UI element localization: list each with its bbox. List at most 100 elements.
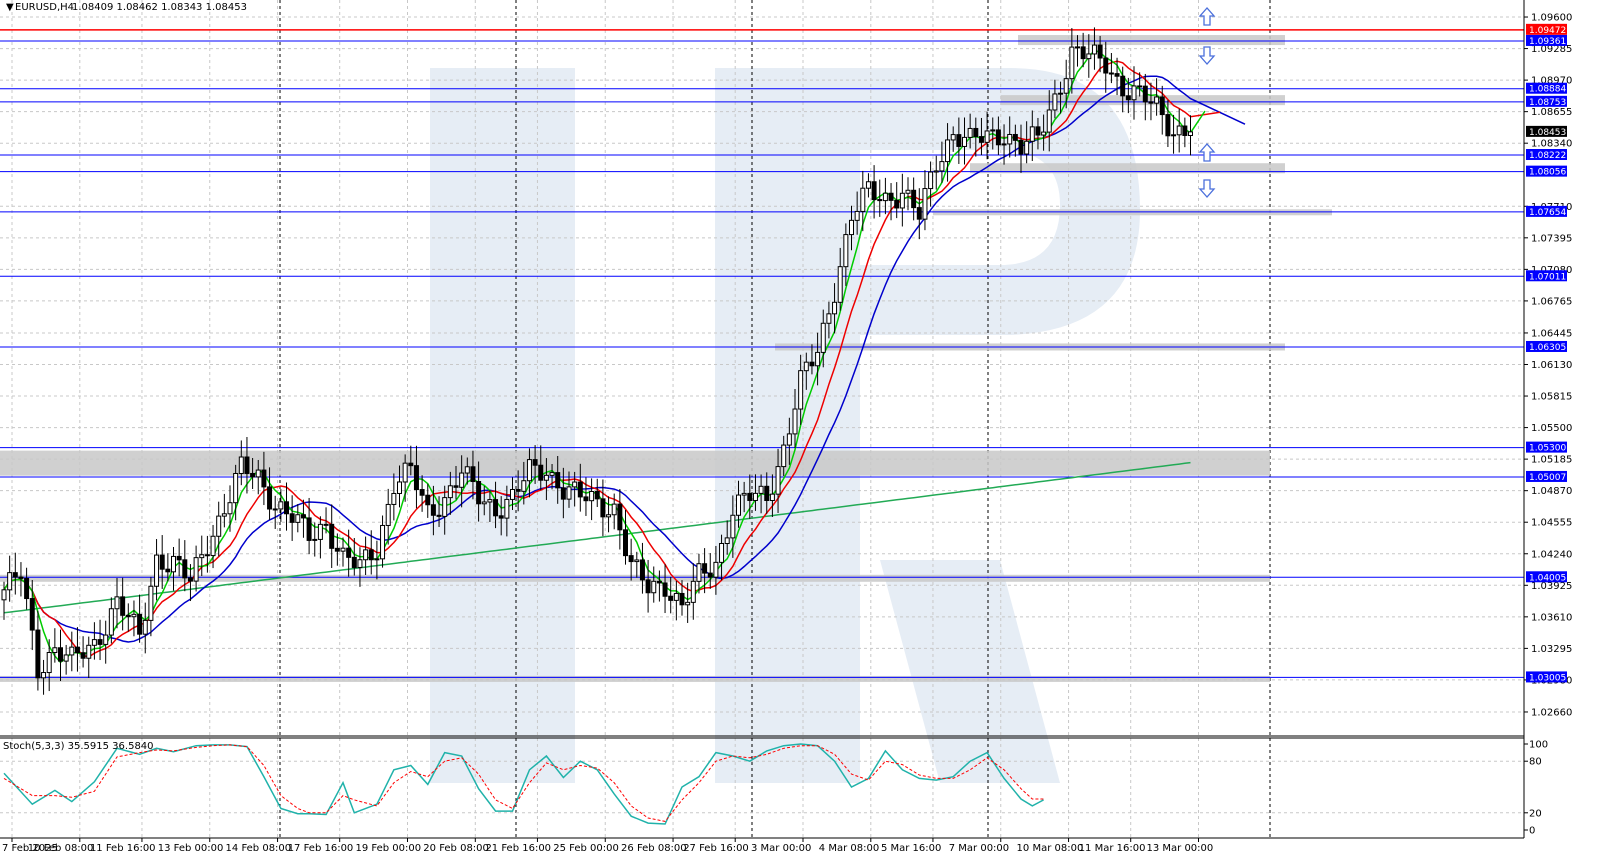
price-tick-label: 1.09285	[1531, 44, 1572, 55]
candle-bear	[97, 639, 103, 645]
candle-bull	[7, 572, 13, 591]
candle-bear	[978, 136, 984, 143]
time-tick-label: 19 Feb 00:00	[356, 843, 422, 854]
time-tick-label: 4 Mar 08:00	[819, 843, 879, 854]
candle-bear	[1165, 114, 1171, 137]
candle-bull	[690, 580, 696, 603]
candle-bull	[504, 498, 510, 519]
candle-bear	[493, 499, 499, 517]
time-tick-label: 7 Feb 2025	[2, 843, 58, 854]
candle-bull	[928, 171, 934, 190]
candle-bear	[515, 489, 521, 492]
candle-bear	[894, 199, 900, 209]
stoch-tick-label: 100	[1529, 740, 1548, 751]
price-level-label-bg	[1526, 340, 1567, 352]
candle-bull	[1046, 109, 1052, 133]
candle-bear	[707, 572, 713, 578]
arrow-up-icon	[1198, 143, 1216, 162]
candle-bear	[334, 547, 340, 552]
candle-bull	[46, 652, 52, 674]
candle-bear	[300, 514, 306, 519]
candle-bear	[668, 595, 674, 601]
candle-bear	[12, 572, 18, 578]
candle-bear	[871, 181, 877, 201]
price-tick-label: 1.07395	[1531, 233, 1572, 244]
candle-bull	[775, 466, 781, 495]
candle-bull	[41, 672, 47, 679]
candle-bull	[312, 538, 318, 541]
candle-bear	[1012, 133, 1018, 141]
candle-bull	[865, 181, 871, 189]
candle-bear	[1142, 85, 1148, 103]
price-tick-label: 1.04870	[1531, 486, 1572, 497]
candle-bear	[18, 576, 24, 579]
time-tick-label: 5 Mar 16:00	[881, 843, 941, 854]
candle-bull	[510, 489, 515, 500]
candle-bull	[459, 472, 465, 488]
candle-bear	[877, 199, 883, 202]
candle-bear	[80, 652, 86, 659]
candle-bull	[272, 508, 278, 511]
candle-bull	[967, 127, 973, 138]
candle-bear	[538, 464, 544, 481]
candle-bull	[990, 129, 996, 132]
candle-bull	[984, 130, 990, 143]
candle-bear	[583, 496, 589, 502]
price-tick-label: 1.09600	[1531, 13, 1572, 24]
candle-bull	[154, 554, 160, 587]
candle-bull	[741, 492, 747, 496]
candle-bull	[199, 554, 205, 559]
time-tick-label: 7 Mar 00:00	[949, 843, 1009, 854]
candle-bull	[1024, 140, 1030, 155]
symbol-label: EURUSD,H4	[15, 2, 74, 13]
stoch-signal-line	[3, 744, 1044, 822]
candle-bear	[120, 596, 126, 616]
price-axis[interactable]: 1.096001.092851.089701.086551.083401.077…	[1523, 0, 1572, 838]
price-tick-label: 1.05185	[1531, 455, 1572, 466]
candle-bear	[498, 515, 504, 519]
candle-bull	[148, 585, 154, 621]
price-level-label: 1.05300	[1529, 444, 1566, 454]
candle-bull	[815, 351, 821, 367]
time-tick-label: 3 Mar 00:00	[751, 843, 811, 854]
price-levels	[0, 29, 1524, 678]
candle-bull	[752, 492, 758, 501]
candle-bear	[430, 504, 436, 516]
price-level-label-bg	[1526, 671, 1567, 683]
price-tick-label: 1.06445	[1531, 328, 1572, 339]
candle-bear	[747, 492, 753, 501]
candle-bull	[487, 499, 493, 503]
candle-bull	[1052, 93, 1058, 111]
stoch-label: Stoch(5,3,3) 35.5915 36.5840	[3, 741, 154, 752]
candle-bear	[419, 489, 425, 496]
candle-bull	[724, 537, 730, 544]
price-tick-label: 1.03295	[1531, 644, 1572, 655]
candle-bear	[639, 559, 645, 581]
candle-bear	[261, 469, 267, 488]
candle-bull	[481, 501, 487, 505]
candle-bull	[769, 493, 775, 501]
price-level-label-bg	[1526, 165, 1567, 177]
candle-bear	[1120, 75, 1126, 97]
candle-bear	[470, 466, 476, 483]
candle-bull	[216, 515, 222, 537]
candle-bull	[363, 549, 369, 561]
price-level-label: 1.05007	[1529, 473, 1566, 483]
candle-bull	[882, 192, 888, 202]
candle-bear	[368, 549, 374, 561]
candle-bull	[69, 646, 75, 656]
candle-bear	[29, 598, 35, 631]
candle-bull	[950, 134, 956, 141]
candle-bull	[238, 456, 244, 474]
candle-bull	[837, 266, 843, 303]
candle-bear	[995, 129, 1001, 146]
candle-bear	[58, 647, 63, 662]
time-tick-label: 10 Feb 08:00	[28, 843, 94, 854]
candle-bear	[628, 555, 634, 563]
stochastic-panel	[0, 743, 1524, 825]
triangle-down-icon[interactable]: ▼	[6, 2, 14, 13]
candle-bear	[125, 614, 131, 618]
candle-bull	[781, 444, 787, 468]
